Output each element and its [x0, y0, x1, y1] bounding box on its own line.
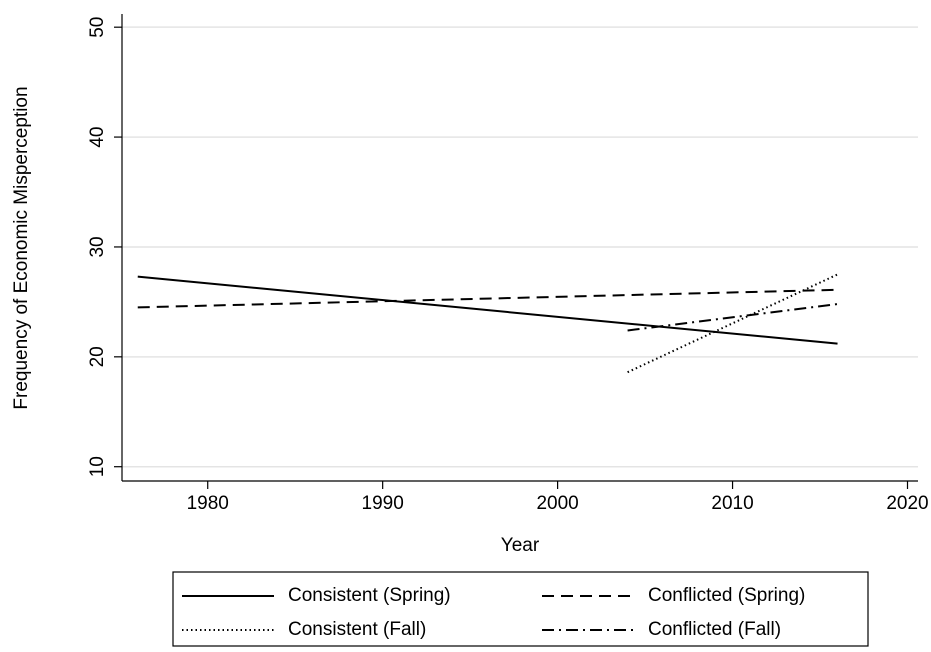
series-line — [627, 303, 838, 332]
series-line — [137, 288, 838, 309]
legend-label: Consistent (Fall) — [288, 619, 426, 640]
legend-box — [172, 571, 869, 647]
y-tick-label: 30 — [87, 236, 108, 257]
x-axis-label: Year — [501, 535, 540, 556]
legend-label: Consistent (Spring) — [288, 585, 451, 606]
y-axis-label: Frequency of Economic Misperception — [11, 86, 32, 409]
x-tick-label: 1990 — [362, 493, 404, 514]
y-tick-label: 20 — [87, 346, 108, 367]
y-tick-label: 40 — [87, 126, 108, 147]
y-tick-label: 10 — [87, 456, 108, 477]
x-tick-label: 2010 — [711, 493, 753, 514]
y-tick-label: 50 — [87, 17, 108, 38]
legend-label: Conflicted (Spring) — [648, 585, 805, 606]
x-tick-label: 2020 — [886, 493, 928, 514]
x-tick-label: 2000 — [536, 493, 578, 514]
series-line — [137, 275, 838, 345]
x-tick-label: 1980 — [187, 493, 229, 514]
legend-label: Conflicted (Fall) — [648, 619, 781, 640]
